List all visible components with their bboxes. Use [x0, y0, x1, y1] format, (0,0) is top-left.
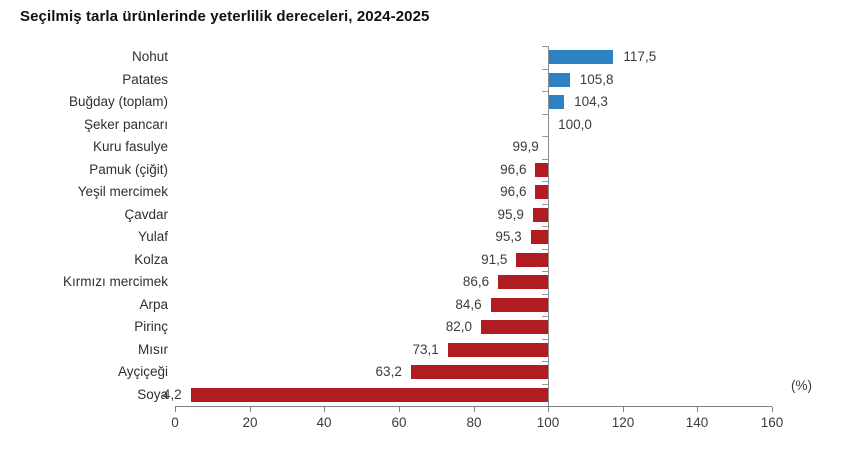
row-tick	[542, 339, 548, 340]
category-label: Pirinç	[134, 319, 168, 335]
x-axis-tick-label: 40	[316, 415, 332, 430]
x-axis-tick	[772, 407, 773, 412]
baseline-axis-100	[548, 46, 549, 412]
row-tick	[542, 204, 548, 205]
value-label: 117,5	[623, 49, 657, 65]
category-label: Nohut	[131, 49, 168, 65]
category-label: Ayçiçeği	[117, 364, 168, 380]
value-label: 105,8	[579, 71, 614, 87]
value-label: 91,5	[481, 251, 508, 267]
category-label: Yeşil mercimek	[77, 184, 168, 200]
bar	[535, 185, 549, 200]
bar	[498, 275, 549, 290]
row-tick	[542, 136, 548, 137]
value-label: 104,3	[574, 94, 608, 110]
x-axis-tick	[324, 407, 325, 412]
bar	[530, 230, 549, 245]
row-tick	[542, 114, 548, 115]
bar	[548, 50, 614, 65]
value-label: 84,6	[455, 296, 482, 312]
x-axis-tick	[175, 407, 176, 412]
row-tick	[542, 46, 548, 47]
x-axis-tick-label: 80	[466, 415, 482, 430]
category-label: Yulaf	[137, 229, 168, 245]
x-axis-tick	[399, 407, 400, 412]
bar	[516, 252, 549, 267]
value-label: 63,2	[375, 364, 402, 380]
x-axis-tick-label: 60	[391, 415, 407, 430]
row-tick	[542, 91, 548, 92]
x-axis-tick-label: 100	[536, 415, 560, 430]
row-tick	[542, 316, 548, 317]
category-label: Şeker pancarı	[83, 116, 168, 132]
x-axis-tick	[548, 407, 549, 412]
row-tick	[542, 181, 548, 182]
x-axis-tick-label: 0	[171, 415, 179, 430]
row-tick	[542, 226, 548, 227]
bar	[548, 72, 570, 87]
category-label: Soya	[137, 386, 168, 402]
x-axis-tick-label: 140	[685, 415, 709, 430]
bar	[535, 162, 549, 177]
row-tick	[542, 159, 548, 160]
row-tick	[542, 249, 548, 250]
bar	[490, 297, 549, 312]
value-label: 100,0	[558, 116, 592, 132]
value-label: 95,3	[495, 229, 522, 245]
category-label: Mısır	[138, 341, 168, 357]
bar	[548, 95, 565, 110]
bar	[532, 207, 549, 222]
category-label: Patates	[122, 71, 168, 87]
row-tick	[542, 294, 548, 295]
x-axis-tick-label: 20	[242, 415, 258, 430]
x-axis-tick-label: 160	[760, 415, 784, 430]
x-axis-tick	[697, 407, 698, 412]
category-label: Arpa	[139, 296, 168, 312]
row-tick	[542, 271, 548, 272]
value-label: 95,9	[497, 206, 524, 222]
chart-title: Seçilmiş tarla ürünlerinde yeterlilik de…	[20, 8, 430, 25]
value-label: 73,1	[412, 341, 439, 357]
row-tick	[542, 69, 548, 70]
value-label: 86,6	[462, 274, 490, 290]
percent-unit-label: (%)	[791, 378, 812, 393]
value-label: 96,6	[500, 161, 527, 177]
bar	[410, 365, 549, 380]
x-axis-line	[175, 406, 772, 407]
category-label: Kırmızı mercimek	[62, 274, 168, 290]
category-label: Kolza	[134, 251, 168, 267]
bar	[480, 320, 549, 335]
x-axis-tick-label: 120	[611, 415, 635, 430]
x-axis-tick	[623, 407, 624, 412]
row-tick	[542, 361, 548, 362]
value-label: 82,0	[445, 319, 472, 335]
category-label: Kuru fasulye	[92, 139, 168, 155]
value-label: 96,6	[500, 184, 527, 200]
x-axis-tick	[250, 407, 251, 412]
bar	[447, 342, 549, 357]
category-label: Pamuk (çiğit)	[89, 161, 168, 177]
bar	[190, 387, 549, 402]
row-tick	[542, 384, 548, 385]
value-label: 4,2	[162, 386, 182, 402]
x-axis-tick	[474, 407, 475, 412]
value-label: 99,9	[512, 139, 539, 155]
category-label: Çavdar	[124, 206, 168, 222]
category-label: Buğday (toplam)	[68, 94, 168, 110]
